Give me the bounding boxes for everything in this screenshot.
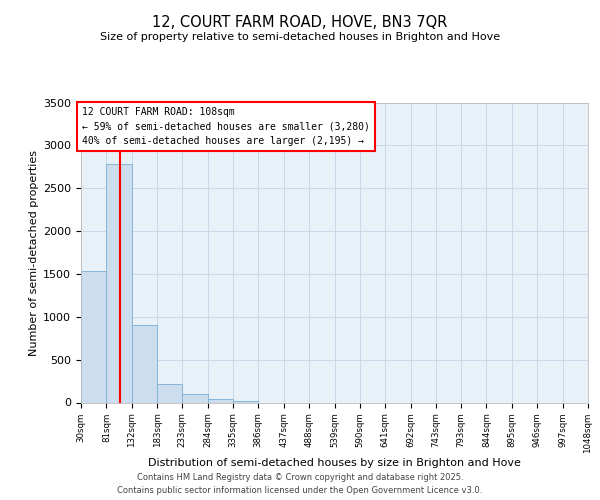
Bar <box>132 326 157 402</box>
Text: 12 COURT FARM ROAD: 108sqm
← 59% of semi-detached houses are smaller (3,280)
40%: 12 COURT FARM ROAD: 108sqm ← 59% of semi… <box>82 107 370 146</box>
Y-axis label: Number of semi-detached properties: Number of semi-detached properties <box>29 150 39 356</box>
Text: 12, COURT FARM ROAD, HOVE, BN3 7QR: 12, COURT FARM ROAD, HOVE, BN3 7QR <box>152 15 448 30</box>
Bar <box>157 384 182 402</box>
Bar <box>208 399 233 402</box>
X-axis label: Distribution of semi-detached houses by size in Brighton and Hove: Distribution of semi-detached houses by … <box>148 458 521 468</box>
Bar <box>182 394 208 402</box>
Text: Contains HM Land Registry data © Crown copyright and database right 2025.: Contains HM Land Registry data © Crown c… <box>137 472 463 482</box>
Bar <box>106 164 132 402</box>
Bar <box>81 272 106 402</box>
Text: Contains public sector information licensed under the Open Government Licence v3: Contains public sector information licen… <box>118 486 482 495</box>
Text: Size of property relative to semi-detached houses in Brighton and Hove: Size of property relative to semi-detach… <box>100 32 500 42</box>
Bar <box>233 401 259 402</box>
